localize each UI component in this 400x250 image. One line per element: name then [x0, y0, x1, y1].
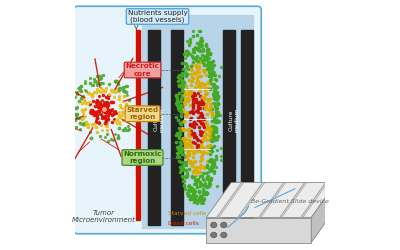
Text: Tumor
Microenvironment: Tumor Microenvironment — [72, 210, 136, 223]
Text: Starved cells: Starved cells — [168, 211, 206, 216]
Text: Be-Gradient Slide device: Be-Gradient Slide device — [251, 199, 329, 204]
Polygon shape — [311, 182, 336, 242]
FancyBboxPatch shape — [74, 6, 261, 234]
Ellipse shape — [211, 222, 217, 228]
Ellipse shape — [211, 232, 217, 238]
Text: Culture
medium: Culture medium — [229, 108, 240, 132]
Text: Normoxic
region: Normoxic region — [123, 151, 162, 164]
Text: Nutrients supply
(blood vessels): Nutrients supply (blood vessels) — [128, 10, 187, 23]
Text: Culture
medium: Culture medium — [154, 108, 165, 132]
Bar — [241, 30, 253, 225]
Bar — [148, 30, 160, 225]
Bar — [136, 30, 140, 220]
Ellipse shape — [221, 232, 227, 238]
Text: Dead cells: Dead cells — [168, 221, 198, 226]
Bar — [142, 15, 253, 228]
Polygon shape — [206, 218, 311, 242]
Polygon shape — [206, 182, 336, 218]
Bar — [171, 30, 183, 225]
Bar — [222, 30, 234, 225]
Ellipse shape — [221, 222, 227, 228]
Text: Starved
region: Starved region — [126, 107, 158, 120]
Text: Necrotic
core: Necrotic core — [126, 64, 160, 76]
